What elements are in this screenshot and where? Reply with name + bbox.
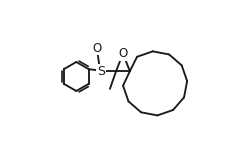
- Text: O: O: [118, 47, 127, 60]
- Text: O: O: [92, 42, 101, 55]
- Text: S: S: [97, 65, 105, 78]
